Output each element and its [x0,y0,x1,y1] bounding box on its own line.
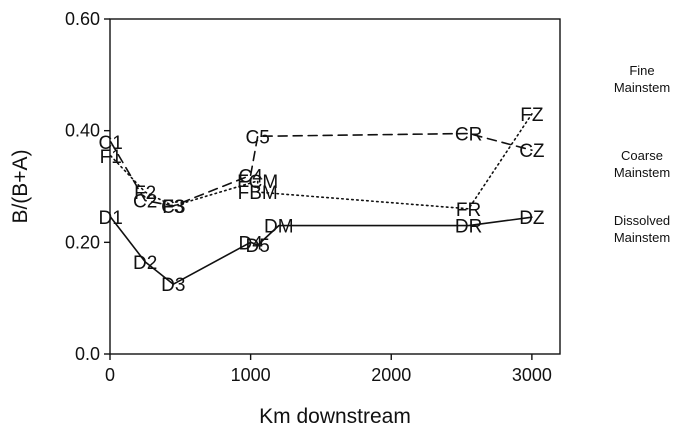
point-label: D3 [161,275,185,296]
point-label: C4 [238,166,263,187]
point-label: CZ [519,141,545,162]
x-tick-label: 1000 [231,365,271,385]
series-layer [109,113,533,286]
point-label: C1 [99,133,123,154]
series-line-2 [109,216,533,286]
legend: Fine Mainstem Coarse Mainstem Dissolved Mains… [614,63,670,245]
point-label: FBM [238,183,278,204]
legend-label: Mainstem [614,80,670,95]
axes: 0 1000 2000 3000 0.0 0.20 0.40 0.60 [65,9,561,385]
point-label: F1 [100,147,122,168]
series-line-0 [109,113,533,210]
point-label: D2 [133,253,157,274]
legend-label: Dissolved [614,213,670,228]
point-label: CR [455,124,482,145]
y-tick-label: 0.60 [65,9,100,29]
y-tick-label: 0.40 [65,121,100,141]
point-label: DR [455,217,482,238]
point-label: F2 [134,183,156,204]
x-tick-label: 2000 [371,365,411,385]
point-label: D5 [246,236,270,257]
y-axis-title: B/(B+A) [9,149,32,223]
x-tick-label: 3000 [512,365,552,385]
legend-label: Coarse [621,148,663,163]
point-label: C2 [133,191,157,212]
plot-frame [109,18,561,355]
point-label: FCM [237,172,278,193]
legend-label: Mainstem [614,230,670,245]
legend-label: Mainstem [614,165,670,180]
x-tick-label: 0 [105,365,115,385]
point-label: FR [456,200,481,221]
point-label: F3 [162,197,184,218]
point-label: DM [264,217,294,238]
point-label: DZ [519,208,545,229]
point-label: C3 [161,197,185,218]
point-label: FZ [520,105,544,126]
point-label: C5 [246,127,270,148]
point-label: D4 [238,233,263,254]
x-axis-title: Km downstream [259,405,411,428]
y-tick-label: 0.0 [75,344,100,364]
y-tick-label: 0.20 [65,232,100,252]
legend-label: Fine [629,63,654,78]
point-label: D1 [99,208,123,229]
series-line-1 [109,132,533,207]
